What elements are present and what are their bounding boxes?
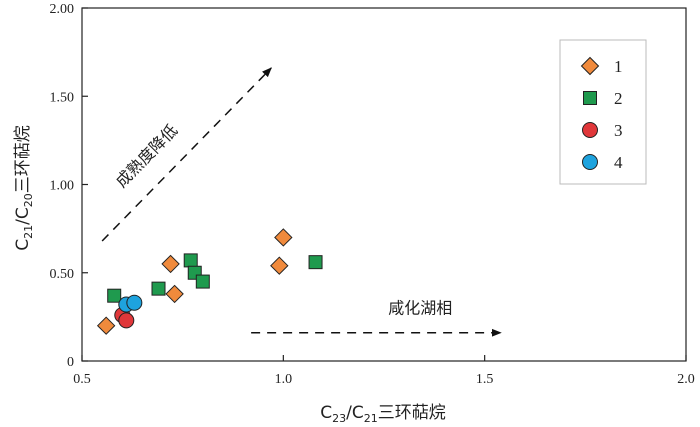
y-title-sub2: 20: [22, 193, 35, 207]
trend-arrow: [101, 67, 272, 242]
legend-label: 4: [614, 153, 623, 172]
annotation-label: 成熟度降低: [112, 121, 182, 191]
y-tick-label: 1.50: [50, 90, 75, 105]
y-tick-label: 0.50: [50, 267, 75, 282]
data-point-series-2: [107, 288, 122, 303]
y-title-base: C: [13, 239, 33, 251]
x-axis-title: C23/C21三环萜烷: [320, 403, 445, 425]
x-tick-label: 2.0: [677, 372, 695, 387]
legend-label: 3: [614, 121, 623, 140]
x-tick-label: 1.5: [476, 372, 494, 387]
data-point-series-1: [274, 228, 293, 247]
y-tick-label: 1.00: [50, 179, 75, 194]
data-point-series-2: [195, 274, 210, 289]
legend-label: 1: [614, 57, 623, 76]
data-point-series-3: [118, 312, 135, 329]
data-point-series-4: [126, 294, 143, 311]
data-point-series-1: [270, 256, 289, 275]
legend-marker-3: [582, 122, 598, 138]
x-title-mid: /C: [346, 403, 364, 423]
data-point-series-1: [96, 316, 116, 335]
legend-label: 2: [614, 89, 623, 108]
x-tick-label: 1.0: [275, 372, 293, 387]
legend-box: [559, 39, 647, 185]
data-point-series-2: [183, 253, 198, 268]
y-title-tail: 三环萜烷: [13, 125, 33, 193]
legend-marker-4: [582, 154, 598, 170]
x-tick-label: 0.5: [73, 372, 91, 387]
data-point-series-2: [151, 281, 166, 296]
y-title-sub1: 21: [22, 225, 35, 239]
data-point-series-2: [308, 255, 323, 270]
y-title-mid: /C: [13, 207, 33, 225]
annotation-label: 咸化湖相: [388, 298, 452, 317]
legend-marker-1: [580, 56, 600, 76]
y-tick-label: 2.00: [50, 2, 75, 17]
x-title-base: C: [320, 403, 332, 423]
y-tick-label: 0: [67, 355, 74, 370]
legend-marker-2: [583, 91, 597, 105]
data-point-series-1: [165, 284, 184, 304]
svg-text:C21/C20三环萜烷: C21/C20三环萜烷: [13, 125, 35, 250]
y-axis-title: C21/C20三环萜烷: [13, 125, 35, 250]
svg-text:C23/C21三环萜烷: C23/C21三环萜烷: [320, 403, 445, 425]
x-title-sub2: 21: [364, 412, 378, 425]
x-title-tail: 三环萜烷: [378, 403, 446, 423]
x-title-sub1: 23: [332, 412, 346, 425]
data-point-series-1: [161, 254, 180, 274]
